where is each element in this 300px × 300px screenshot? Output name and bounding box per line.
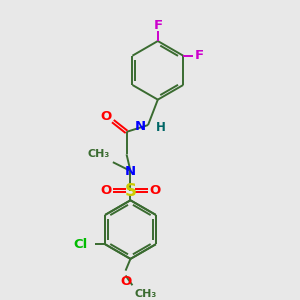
Text: O: O <box>120 275 131 289</box>
Text: N: N <box>125 165 136 178</box>
Text: O: O <box>149 184 161 197</box>
Text: CH₃: CH₃ <box>134 289 157 299</box>
Text: F: F <box>153 19 162 32</box>
Text: H: H <box>156 122 166 134</box>
Text: N: N <box>135 119 146 133</box>
Text: Cl: Cl <box>73 238 88 251</box>
Text: S: S <box>124 182 136 200</box>
Text: O: O <box>100 110 112 123</box>
Text: F: F <box>194 49 203 62</box>
Text: CH₃: CH₃ <box>88 149 110 159</box>
Text: O: O <box>100 184 112 197</box>
